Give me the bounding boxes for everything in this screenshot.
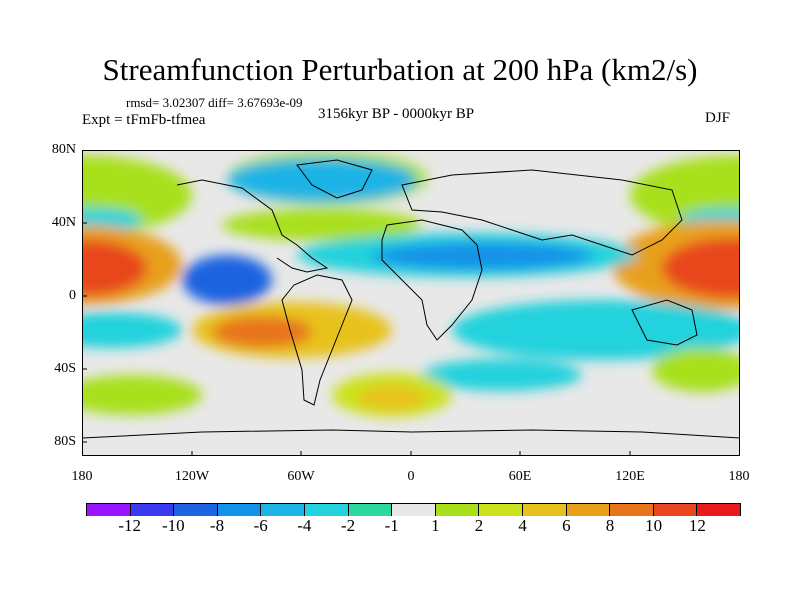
field-greenland-negative [227,158,417,202]
season-label: DJF [705,110,731,126]
colorbar-cell [610,504,654,516]
colorbar-tick-label: -10 [161,516,185,535]
x-tick-label: 60W [287,469,315,484]
colorbar-tick-label: 12 [688,516,706,535]
field-nz-green [652,348,740,392]
colorbar-cell [392,504,436,516]
field-sh-cyan-left [82,312,182,348]
field-satl-yellow [357,386,427,410]
colorbar-tick-label: 6 [562,516,571,535]
streamfunction-map [82,150,740,456]
colorbar-cell [697,504,741,516]
colorbar-cell [522,504,567,516]
field-sh-cyan [452,300,740,360]
y-tick-label: 80S [54,434,76,449]
field-tropical-blue [372,242,592,270]
colorbar-tick-label: -4 [297,516,312,535]
coastlines [82,159,740,439]
experiment-label: Expt = tFmFb-tfmea [82,112,206,128]
colorbar-cell [435,504,480,516]
field-atlantic-green [222,209,422,241]
colorbar-cell [86,504,131,516]
axis-ticks [82,150,631,456]
y-tick-label: 80N [51,142,76,157]
colorbar-cell [566,504,611,516]
field-sio-cyan [422,359,582,391]
coast-south-america [281,274,353,406]
x-tick-label: 0 [407,469,415,484]
rmsd-diff-stats: rmsd= 3.02307 diff= 3.67693e-09 [126,95,303,110]
coast-greenland [296,159,373,199]
x-tick-label: 120W [174,469,210,484]
colorbar-tick-label: -12 [118,516,141,535]
x-tick-label: 180 [71,469,93,484]
colorbar-cell [217,504,262,516]
colorbar [86,503,741,516]
x-tick-label: 60E [508,469,532,484]
colorbar-cell [261,504,305,516]
colorbar-tick-label: 2 [474,516,484,535]
colorbar-cell [174,504,218,516]
y-tick-label: 40S [54,361,76,376]
x-tick-label: 180 [728,469,750,484]
colorbar-cell [130,504,175,516]
colorbar-tick-label: 8 [605,516,615,535]
y-tick-label: 40N [51,215,76,230]
field-sa-orange [212,316,312,348]
colorbar-cell [304,504,349,516]
colorbar-tick-label: 4 [518,516,527,535]
colorbar-tick-label: 1 [431,516,440,535]
contour-fields [82,150,740,417]
field-epac-negative [182,255,272,305]
field-wpac-red [662,238,740,298]
colorbar-cell [479,504,523,516]
colorbar-tick-label: -2 [340,516,356,535]
field-so-green [82,375,202,415]
colorbar-tick-label: 10 [645,516,663,535]
coast-antarctica [82,429,740,439]
coast-australia [631,299,698,346]
period-label: 3156kyr BP - 0000kyr BP [318,106,475,122]
chart-title: Streamfunction Perturbation at 200 hPa (… [102,52,698,87]
colorbar-cell [348,504,393,516]
field-cpac-red [82,240,147,296]
colorbar-tick-label: -8 [209,516,225,535]
y-tick-label: 0 [69,288,76,303]
x-tick-label: 120E [615,469,645,484]
coast-eurasia [401,169,683,256]
colorbar-tick-label: -1 [384,516,399,535]
coast-north-america [176,179,329,273]
coast-africa [381,219,483,341]
colorbar-tick-label: -6 [253,516,268,535]
colorbar-cell [653,504,698,516]
